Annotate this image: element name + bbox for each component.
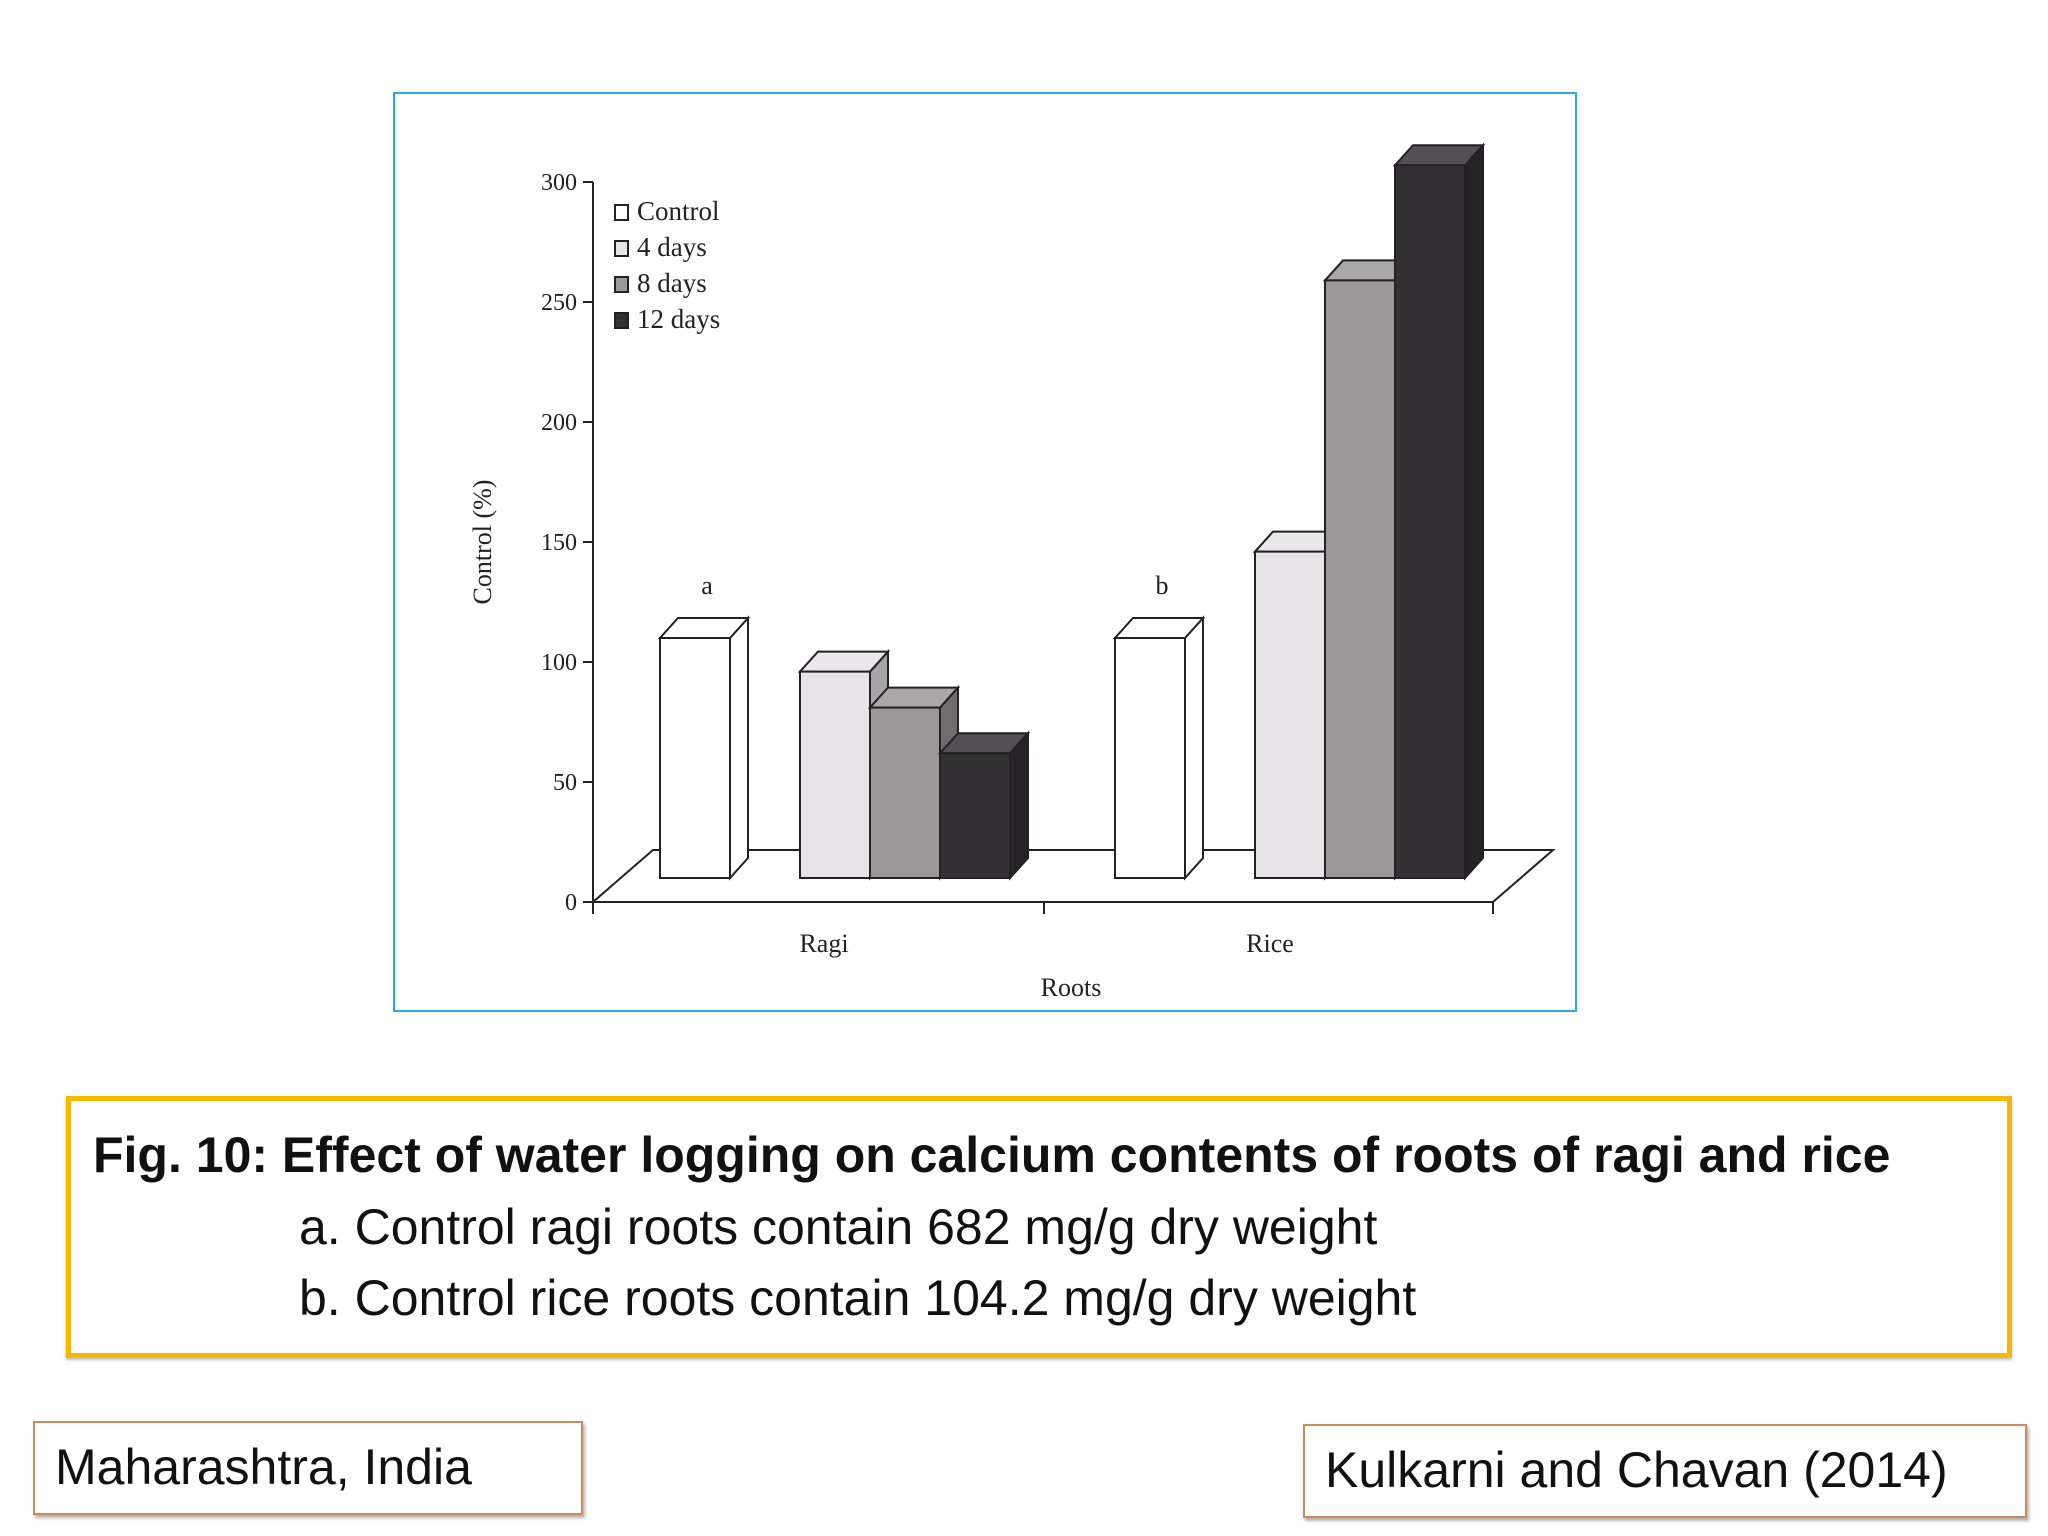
y-tick-label: 0 — [565, 890, 577, 916]
bar-side — [1009, 730, 1029, 881]
y-tick-label: 250 — [541, 290, 577, 316]
x-axis-title: Roots — [1041, 973, 1102, 1002]
legend-swatch — [614, 204, 629, 221]
figure-caption-box: Fig. 10: Effect of water logging on calc… — [66, 1096, 2012, 1358]
caption-note-a: a. Control ragi roots contain 682 mg/g d… — [299, 1199, 1378, 1255]
legend-swatch — [614, 240, 629, 257]
citation-label: Kulkarni and Chavan (2014) — [1303, 1424, 2027, 1518]
bar-side — [729, 615, 749, 881]
legend-swatch — [614, 312, 629, 329]
x-category-label: Ragi — [799, 929, 848, 958]
caption-title: Fig. 10: Effect of water logging on calc… — [93, 1127, 1891, 1183]
bar-chart: 0 50 100 150 200 250 300 Control (%) Ragi Rice Roo… — [468, 142, 1556, 1002]
bar — [1254, 550, 1326, 879]
location-label: Maharashtra, India — [33, 1421, 583, 1515]
caption-note-b: b. Control rice roots contain 104.2 mg/g… — [299, 1270, 1417, 1326]
y-tick-label: 50 — [553, 770, 577, 796]
chart-frame: 0 50 100 150 200 250 300 Control (%) Ragi Rice Roo… — [393, 92, 1577, 1012]
bar — [799, 670, 871, 879]
y-tick-label: 100 — [541, 650, 577, 676]
bar-side — [1464, 142, 1484, 881]
bar — [869, 706, 941, 879]
bar — [1114, 637, 1186, 879]
bar-annotation: b — [1156, 571, 1169, 600]
y-tick-label: 200 — [541, 410, 577, 436]
legend-entry: 4 days — [637, 232, 707, 262]
bar — [659, 637, 731, 879]
bar-side — [1184, 615, 1204, 881]
legend-entry: 8 days — [637, 268, 707, 298]
y-axis-title: Control (%) — [468, 480, 497, 605]
y-tick-label: 300 — [541, 170, 577, 196]
legend-swatch — [614, 276, 629, 293]
legend-entry: Control — [637, 196, 720, 226]
bar-annotation: a — [701, 571, 713, 600]
bar — [1394, 164, 1466, 879]
y-tick-label: 150 — [541, 530, 577, 556]
bar — [939, 752, 1011, 880]
x-category-label: Rice — [1246, 929, 1294, 958]
bar — [1324, 279, 1396, 879]
legend-entry: 12 days — [637, 304, 720, 334]
